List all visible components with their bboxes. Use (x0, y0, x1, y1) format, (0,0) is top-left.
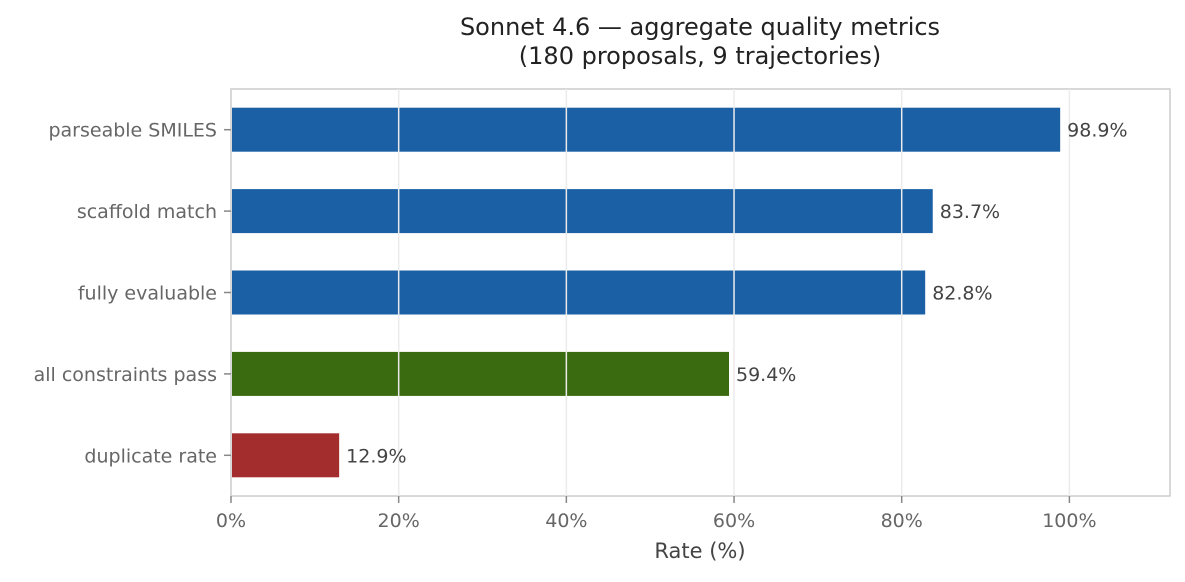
value-label: 59.4% (736, 364, 796, 386)
y-tick-label: parseable SMILES (48, 120, 217, 142)
bar (232, 270, 926, 315)
bar (232, 351, 730, 396)
chart-subtitle: (180 proposals, 9 trajectories) (519, 42, 881, 70)
value-label: 98.9% (1067, 120, 1127, 142)
x-tick-label: 60% (713, 510, 755, 532)
x-tick-label: 80% (881, 510, 923, 532)
x-tick-label: 0% (216, 510, 246, 532)
value-label: 12.9% (346, 445, 406, 467)
x-tick-label: 100% (1042, 510, 1096, 532)
bar (232, 107, 1061, 152)
y-tick-label: scaffold match (77, 201, 217, 223)
x-tick-label: 40% (545, 510, 587, 532)
bar (232, 189, 933, 234)
chart-title: Sonnet 4.6 — aggregate quality metrics (460, 13, 940, 41)
x-tick-label: 20% (378, 510, 420, 532)
value-label: 82.8% (932, 283, 992, 305)
x-axis-label: Rate (%) (654, 539, 745, 563)
y-tick-label: duplicate rate (84, 445, 217, 467)
bar (232, 433, 340, 478)
y-tick-label: all constraints pass (34, 364, 217, 386)
y-tick-label: fully evaluable (78, 283, 217, 305)
value-label: 83.7% (940, 201, 1000, 223)
